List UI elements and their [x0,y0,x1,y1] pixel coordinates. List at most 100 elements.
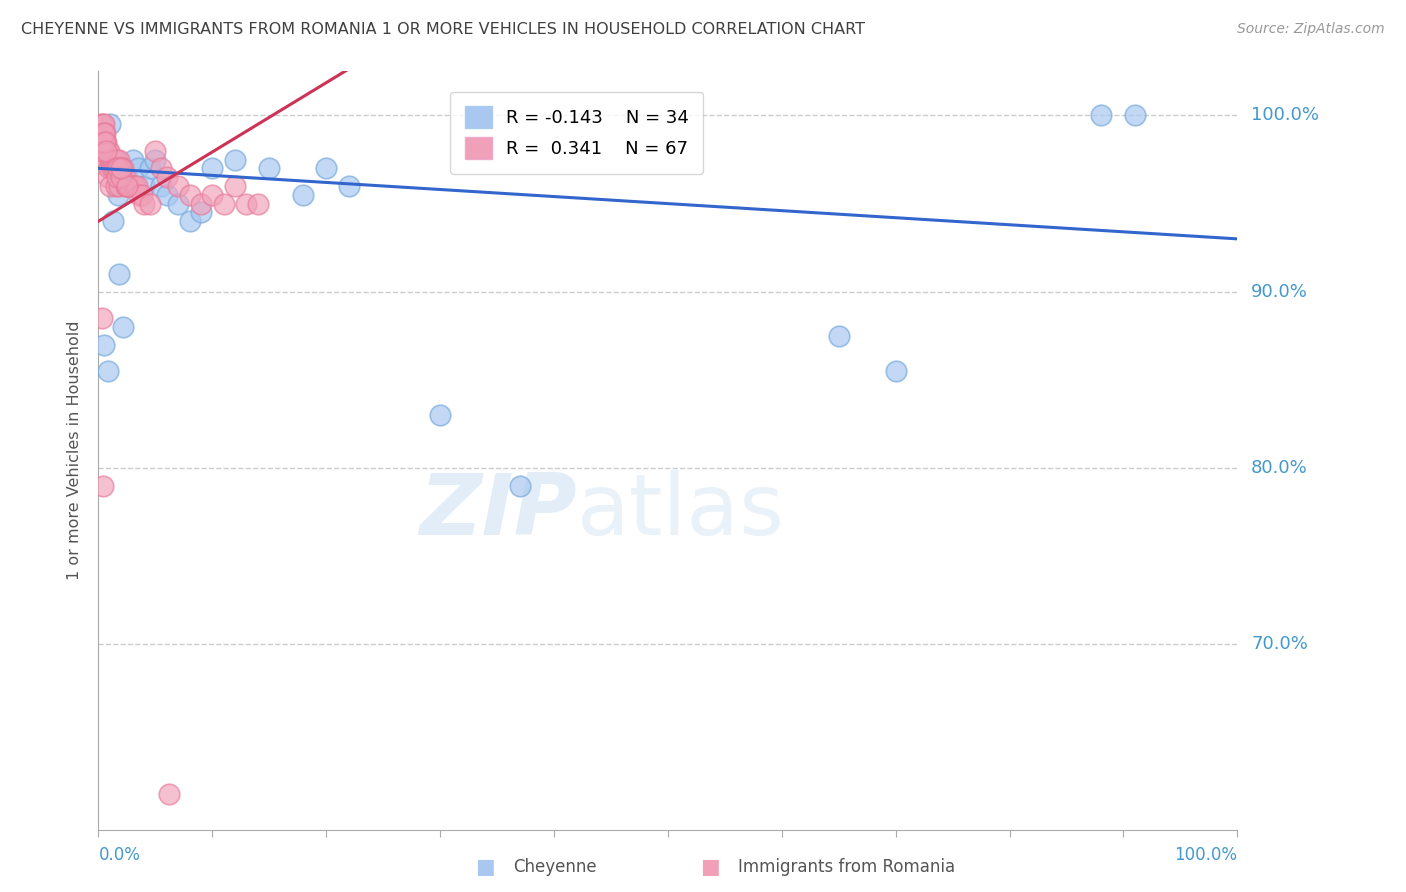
Point [91,479,114,493]
Point [97,144,120,158]
Point [167,178,190,193]
Point [156,170,179,185]
Text: 100.0%: 100.0% [1251,106,1319,125]
Point [120,178,142,193]
Point [104,178,127,193]
Point [103,161,125,176]
Point [93,117,115,131]
Point [94,126,117,140]
Point [114,170,136,185]
Point [118,178,141,193]
Point [93,337,115,351]
Point [110,170,132,185]
Point [132,178,155,193]
Legend: R = -0.143    N = 34, R =  0.341    N = 67: R = -0.143 N = 34, R = 0.341 N = 67 [450,92,703,174]
Point [259,161,281,176]
Point [96,135,118,149]
Point [179,214,201,228]
Point [1090,108,1112,122]
Point [91,117,114,131]
Text: CHEYENNE VS IMMIGRANTS FROM ROMANIA 1 OR MORE VEHICLES IN HOUSEHOLD CORRELATION : CHEYENNE VS IMMIGRANTS FROM ROMANIA 1 OR… [21,22,865,37]
Point [828,329,851,343]
Point [108,153,131,167]
Point [112,320,135,334]
Point [110,161,132,176]
Point [337,178,360,193]
Text: 80.0%: 80.0% [1251,459,1308,477]
Point [90,126,112,140]
Point [96,144,118,158]
Point [156,187,179,202]
Point [157,787,180,801]
Point [107,161,129,176]
Point [115,178,138,193]
Text: ■: ■ [475,857,495,877]
Point [509,479,531,493]
Point [179,187,201,202]
Point [96,144,118,158]
Point [94,153,117,167]
Point [94,135,117,149]
Point [190,196,212,211]
Point [115,170,138,185]
Text: Source: ZipAtlas.com: Source: ZipAtlas.com [1237,22,1385,37]
Point [111,170,134,185]
Point [131,187,153,202]
Point [201,187,224,202]
Point [104,153,127,167]
Point [91,135,114,149]
Point [90,144,112,158]
Point [212,196,235,211]
Point [103,214,125,228]
Point [190,205,212,219]
Point [98,117,121,131]
Text: atlas: atlas [576,469,785,553]
Point [98,153,121,167]
Point [1123,108,1146,122]
Text: 90.0%: 90.0% [1251,283,1308,301]
Point [117,178,139,193]
Point [884,364,907,378]
Point [96,153,118,167]
Point [107,187,129,202]
Point [246,196,269,211]
Point [90,117,112,131]
Point [93,126,115,140]
Point [124,178,146,193]
Point [105,170,128,185]
Point [108,161,131,176]
Point [93,135,115,149]
Text: 0.0%: 0.0% [98,847,141,864]
Point [96,170,118,185]
Text: Cheyenne: Cheyenne [513,858,596,876]
Point [315,161,337,176]
Point [224,153,246,167]
Point [112,161,135,176]
Point [103,153,125,167]
Point [98,178,121,193]
Point [201,161,224,176]
Point [127,178,149,193]
Point [90,311,112,326]
Point [150,161,173,176]
Text: Immigrants from Romania: Immigrants from Romania [738,858,955,876]
Point [104,161,127,176]
Point [145,144,167,158]
Point [96,364,118,378]
Point [101,153,124,167]
Point [127,161,149,176]
Text: 100.0%: 100.0% [1174,847,1237,864]
Text: ■: ■ [700,857,720,877]
Point [101,161,124,176]
Point [235,196,257,211]
Point [132,196,155,211]
Point [115,178,138,193]
Point [107,161,129,176]
Point [145,153,167,167]
Point [121,153,143,167]
Y-axis label: 1 or more Vehicles in Household: 1 or more Vehicles in Household [67,321,83,580]
Point [224,178,246,193]
Point [110,161,132,176]
Point [110,161,132,176]
Point [167,196,190,211]
